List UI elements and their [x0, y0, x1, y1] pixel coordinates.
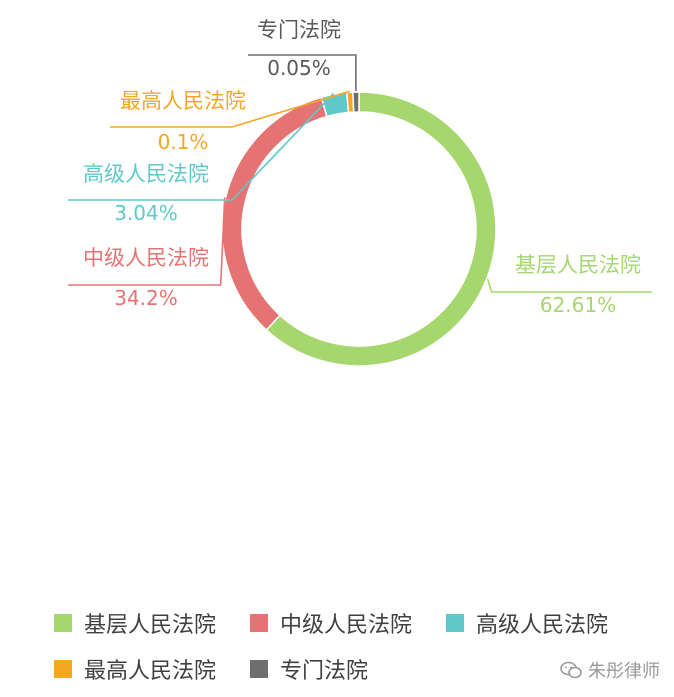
slice-name-label-2: 中级人民法院	[83, 246, 209, 270]
legend-label: 高级人民法院	[476, 613, 609, 638]
slice-value-label-1: 62.61%	[540, 293, 616, 317]
watermark: 朱彤律师	[560, 657, 660, 683]
legend-label: 最高人民法院	[84, 659, 217, 684]
slice-name-label-3: 高级人民法院	[83, 162, 209, 186]
legend-item-2: 中级人民法院	[250, 608, 412, 638]
slice-value-label-4: 0.1%	[158, 130, 209, 154]
legend-label: 中级人民法院	[280, 613, 413, 638]
legend-item-4: 最高人民法院	[54, 654, 216, 684]
leader-line-5	[248, 54, 357, 92]
slice-1	[265, 91, 497, 367]
slice-value-label-3: 3.04%	[114, 201, 178, 225]
legend-item-5: 专门法院	[250, 654, 368, 684]
legend-label: 专门法院	[280, 659, 369, 684]
legend-swatch	[54, 614, 72, 632]
legend-item-3: 高级人民法院	[446, 608, 608, 638]
slice-value-label-5: 0.05%	[267, 56, 331, 80]
legend-swatch	[54, 660, 72, 678]
legend-swatch	[250, 660, 268, 678]
slice-name-label-5: 专门法院	[257, 18, 341, 42]
leader-line-1	[486, 278, 652, 293]
slice-2	[221, 96, 328, 332]
slice-name-label-1: 基层人民法院	[515, 253, 641, 277]
slice-5	[352, 91, 360, 113]
watermark-text: 朱彤律师	[588, 661, 660, 682]
data-labels: 基层人民法院 62.61% 中级人民法院 34.2% 高级人民法院 3.04% 最高人民法院…	[83, 18, 641, 317]
wechat-icon	[560, 661, 582, 679]
legend-swatch	[250, 614, 268, 632]
leader-lines	[68, 54, 652, 293]
slice-value-label-2: 34.2%	[114, 286, 178, 310]
leader-line-4	[110, 90, 350, 128]
legend-item-1: 基层人民法院	[54, 608, 216, 638]
leader-line-3	[68, 92, 335, 201]
leader-line-2	[68, 197, 226, 286]
legend-label: 基层人民法院	[84, 613, 217, 638]
legend-swatch	[446, 614, 464, 632]
slice-name-label-4: 最高人民法院	[120, 89, 246, 113]
donut-slices	[221, 91, 497, 367]
